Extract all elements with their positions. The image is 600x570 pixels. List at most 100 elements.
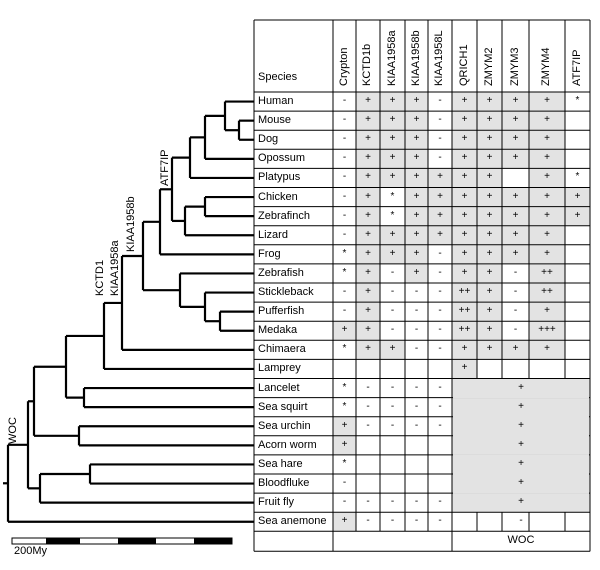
species-label: Lancelet	[258, 381, 300, 394]
presence-cell: *	[575, 95, 580, 106]
presence-cell: -	[342, 286, 347, 297]
shaded-cell	[356, 130, 380, 149]
shaded-cell	[452, 168, 477, 187]
shaded-cell	[356, 321, 380, 340]
shaded-cell	[452, 245, 477, 264]
shaded-cell	[565, 207, 590, 226]
shaded-cell	[333, 436, 356, 455]
shaded-cell	[452, 359, 477, 378]
shaded-cell	[356, 302, 380, 321]
shaded-cell	[356, 188, 380, 207]
kiaa1958b-node-label: KIAA1958b	[125, 196, 137, 252]
shaded-cell	[452, 149, 477, 168]
presence-cell: -	[342, 477, 347, 488]
presence-cell: *	[390, 190, 395, 202]
gene-header: QRICH1	[457, 44, 470, 86]
presence-cell: +	[544, 114, 550, 126]
species-label: Stickleback	[258, 286, 314, 298]
gene-header: KCTD1b	[361, 43, 373, 86]
presence-cell: +	[544, 133, 550, 145]
shaded-cell	[452, 321, 477, 340]
woc-cell: +	[518, 457, 524, 469]
species-label: Sea squirt	[258, 400, 308, 413]
shaded-cell	[405, 149, 428, 168]
species-label: Platypus	[258, 171, 301, 184]
shaded-cell	[502, 245, 529, 264]
presence-cell: +	[544, 190, 550, 202]
presence-cell: -	[513, 305, 518, 317]
presence-cell: +	[365, 95, 371, 106]
presence-cell: +	[486, 114, 493, 126]
presence-cell: +	[413, 114, 420, 126]
species-label: Mouse	[258, 114, 292, 127]
species-label: Dog	[258, 133, 279, 146]
species-label: Chicken	[258, 190, 298, 203]
shaded-cell	[356, 283, 380, 302]
gene-header: ATF7IP	[570, 49, 583, 86]
presence-cell: +	[574, 190, 581, 202]
shaded-cell	[405, 130, 428, 149]
presence-cell: -	[390, 496, 395, 508]
presence-cell: +	[544, 343, 550, 355]
shaded-cell	[405, 226, 428, 245]
gene-header: KIAA1958L	[433, 30, 445, 86]
shaded-cell	[333, 512, 356, 531]
shaded-cell	[380, 340, 405, 359]
shaded-cell	[502, 130, 529, 149]
presence-cell: -	[414, 381, 419, 393]
presence-cell: +	[389, 152, 396, 164]
presence-cell: -	[438, 133, 442, 145]
presence-cell: -	[414, 343, 419, 355]
species-label: Opossum	[258, 152, 306, 165]
presence-cell: -	[438, 305, 442, 317]
species-label: Bloodfluke	[258, 477, 310, 489]
species-label: Human	[258, 95, 294, 107]
shaded-cell	[529, 226, 565, 245]
presence-cell: -	[390, 266, 395, 278]
presence-cell: -	[342, 171, 347, 183]
shaded-cell	[380, 92, 405, 111]
presence-cell: +	[413, 228, 420, 240]
presence-cell: +	[486, 266, 493, 278]
presence-cell: +++	[538, 324, 556, 336]
presence-cell: +	[365, 209, 371, 221]
shaded-cell	[405, 168, 428, 187]
presence-cell: -	[342, 95, 347, 106]
gene-header: ZMYM4	[540, 47, 552, 87]
presence-cell: *	[342, 266, 347, 278]
presence-cell: +	[461, 114, 468, 126]
shaded-cell	[477, 188, 502, 207]
shaded-cell	[452, 340, 477, 359]
shaded-cell	[477, 245, 502, 264]
species-label: Pufferfish	[258, 305, 305, 318]
presence-cell: +	[461, 247, 468, 259]
presence-cell: -	[342, 496, 347, 508]
woc-cell: +	[518, 477, 524, 488]
presence-cell: -	[342, 152, 347, 164]
presence-cell: +	[365, 171, 371, 183]
shaded-cell	[565, 188, 590, 207]
presence-cell: *	[342, 400, 347, 412]
presence-cell: +	[461, 362, 468, 374]
presence-cell: -	[513, 266, 518, 278]
presence-cell: +	[341, 324, 348, 336]
presence-cell: +	[365, 266, 371, 278]
presence-cell: *	[342, 247, 347, 259]
presence-cell: +	[512, 114, 519, 126]
presence-cell: -	[438, 266, 442, 278]
shaded-cell	[333, 321, 356, 340]
presence-cell: -	[342, 209, 347, 221]
shaded-cell	[452, 92, 477, 111]
presence-cell: +	[365, 133, 371, 145]
shaded-cell	[380, 111, 405, 130]
species-label: Lamprey	[258, 362, 301, 375]
presence-cell: +	[365, 114, 371, 126]
shaded-cell	[405, 245, 428, 264]
presence-cell: +	[512, 228, 519, 240]
presence-cell: +	[544, 209, 550, 221]
presence-cell: -	[366, 515, 370, 527]
presence-cell: +	[486, 133, 493, 145]
presence-cell: -	[366, 496, 370, 508]
presence-cell: +	[512, 95, 519, 106]
